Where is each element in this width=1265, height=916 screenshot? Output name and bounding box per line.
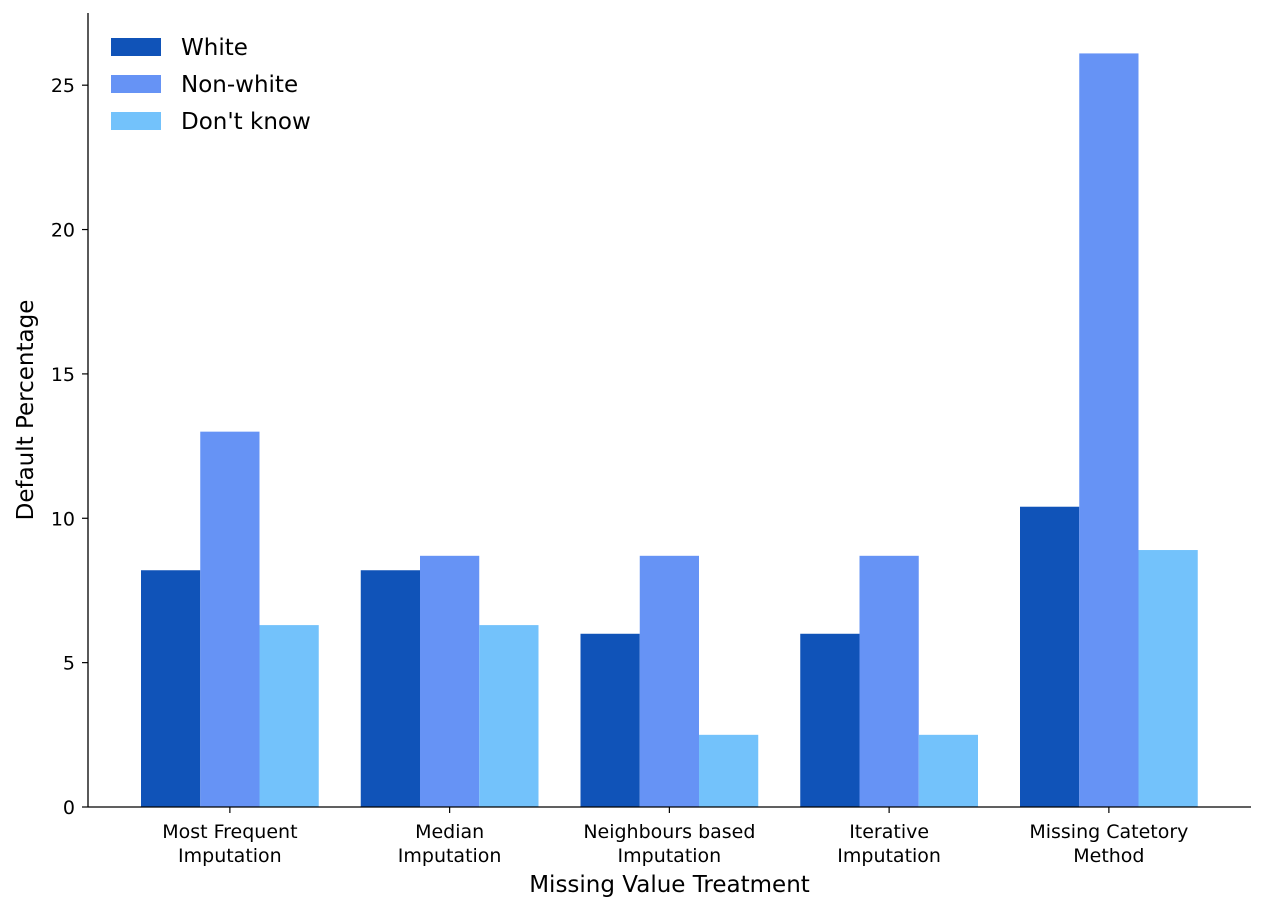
bar-non-white-4: [1079, 53, 1139, 808]
bar-white-0: [141, 570, 201, 807]
bar-non-white-0: [200, 431, 260, 807]
x-tick-label-1: Median Imputation: [398, 821, 502, 867]
x-tick-label-2: Neighbours based Imputation: [583, 821, 755, 867]
x-tick-label-line: Most Frequent: [162, 821, 297, 843]
legend-swatch-1: [111, 75, 161, 93]
bar-white-3: [800, 633, 860, 807]
y-axis-title: Default Percentage: [13, 300, 39, 521]
bar-non-white-1: [420, 555, 480, 807]
bars-layer: [141, 53, 1198, 808]
x-tick-label-line: Method: [1073, 845, 1144, 867]
bar-don-t-know-2: [699, 734, 759, 807]
bar-non-white-2: [639, 555, 699, 807]
legend: White Non-white Don't know: [111, 35, 311, 135]
x-axis-title: Missing Value Treatment: [529, 872, 810, 898]
bar-don-t-know-0: [259, 625, 319, 807]
x-tick-label-line: Iterative: [849, 821, 929, 843]
bar-white-4: [1020, 506, 1080, 807]
x-tick-label-4: Missing Catetory Method: [1029, 821, 1188, 867]
y-tick-label-10: 10: [51, 508, 75, 530]
x-tick-label-3: Iterative Imputation: [837, 821, 941, 867]
y-tick-label-20: 20: [51, 220, 75, 242]
x-tick-label-line: Median: [415, 821, 484, 843]
legend-label-1: Non-white: [181, 72, 298, 98]
x-tick-label-0: Most Frequent Imputation: [162, 821, 297, 867]
x-tick-label-line: Imputation: [618, 845, 722, 867]
bar-don-t-know-4: [1138, 550, 1198, 807]
bar-don-t-know-3: [918, 734, 978, 807]
x-tick-label-line: Neighbours based: [583, 821, 755, 843]
legend-label-0: White: [181, 35, 248, 61]
legend-swatch-2: [111, 112, 161, 130]
x-tick-label-line: Imputation: [178, 845, 282, 867]
y-tick-label-0: 0: [63, 797, 75, 819]
legend-swatch-0: [111, 38, 161, 56]
bar-don-t-know-1: [479, 625, 539, 807]
x-tick-label-line: Imputation: [837, 845, 941, 867]
bar-white-1: [360, 570, 420, 807]
y-tick-label-15: 15: [51, 364, 75, 386]
bar-white-2: [580, 633, 640, 807]
y-tick-label-5: 5: [63, 653, 75, 675]
x-tick-label-line: Missing Catetory: [1029, 821, 1188, 843]
x-tick-label-line: Imputation: [398, 845, 502, 867]
legend-label-2: Don't know: [181, 109, 311, 135]
y-tick-label-25: 25: [51, 75, 75, 97]
bar-non-white-3: [859, 555, 919, 807]
